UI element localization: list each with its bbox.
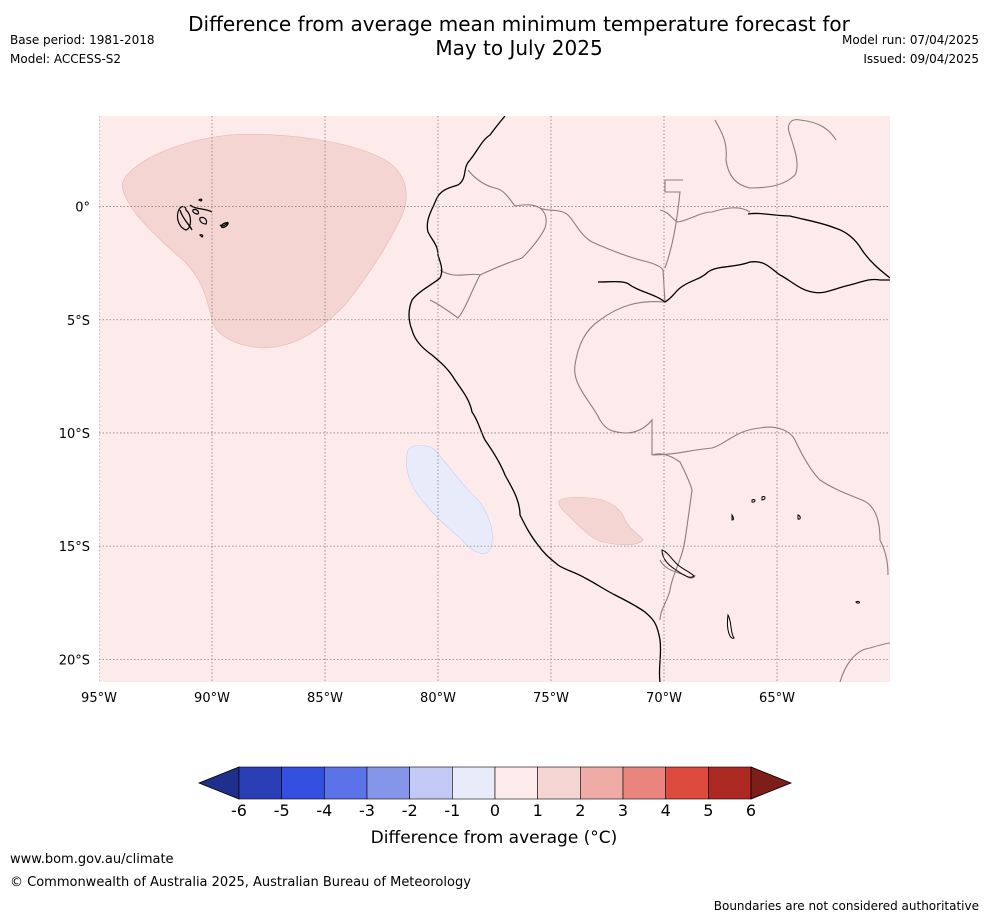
legend-tick-label: 6 — [746, 801, 756, 820]
copyright: © Commonwealth of Australia 2025, Austra… — [10, 875, 471, 890]
legend-tick-label: 0 — [490, 801, 500, 820]
base-period: Base period: 1981-2018 — [10, 33, 155, 47]
country-borders — [429, 119, 890, 682]
legend-tick-label: -2 — [402, 801, 418, 820]
latitude-tick-label: 5°S — [67, 314, 90, 329]
legend-tick-label: -5 — [274, 801, 290, 820]
longitude-tick-label: 75°W — [533, 691, 569, 706]
legend-cell-above-max — [750, 766, 793, 800]
legend-tick-label: -6 — [231, 801, 247, 820]
latitude-tick-label: 15°S — [59, 540, 90, 555]
legend-tick-label: 2 — [575, 801, 585, 820]
legend-cell-below-min — [197, 766, 240, 800]
longitude-tick-label: 85°W — [307, 691, 343, 706]
longitude-tick-label: 70°W — [646, 691, 682, 706]
legend-tick-label: -4 — [316, 801, 332, 820]
model-run: Model run: 07/04/2025 — [841, 33, 979, 47]
legend-cell — [238, 766, 282, 800]
title-line-2: May to July 2025 — [435, 36, 603, 60]
legend-cell — [494, 766, 538, 800]
legend-cell — [409, 766, 453, 800]
map-graticule — [99, 116, 890, 682]
legend-cell — [537, 766, 581, 800]
latitude-tick-label: 20°S — [59, 653, 90, 668]
legend-cell — [324, 766, 368, 800]
longitude-tick-label: 65°W — [759, 691, 795, 706]
model-name: Model: ACCESS-S2 — [10, 52, 122, 66]
latitude-labels: 0° 5°S 10°S 15°S 20°S — [59, 201, 90, 669]
lakes — [661, 496, 860, 639]
legend-tick-label: 3 — [618, 801, 628, 820]
legend-tick-label: -1 — [444, 801, 460, 820]
legend-tick-label: -3 — [359, 801, 375, 820]
map-title: Difference from average mean minimum tem… — [0, 12, 988, 60]
legend-cell — [281, 766, 325, 800]
longitude-tick-label: 95°W — [81, 691, 117, 706]
legend-label: Difference from average (°C) — [370, 828, 618, 848]
legend-tick-label: 5 — [703, 801, 713, 820]
boundary-disclaimer: Boundaries are not considered authoritat… — [713, 899, 979, 913]
legend-cell — [580, 766, 624, 800]
latitude-tick-label: 0° — [75, 201, 90, 216]
legend-cell — [366, 766, 410, 800]
legend-cell — [622, 766, 666, 800]
legend-tick-label: 1 — [533, 801, 543, 820]
legend-cell — [665, 766, 709, 800]
galapagos-islands — [176, 198, 229, 238]
longitude-tick-label: 80°W — [420, 691, 456, 706]
issued-date: Issued: 09/04/2025 — [863, 52, 979, 66]
legend-cell — [708, 766, 752, 800]
anomaly-area-southern-peru — [558, 496, 644, 546]
title-line-1: Difference from average mean minimum tem… — [188, 12, 850, 36]
legend-tick-label: 4 — [661, 801, 671, 820]
anomaly-area-galapagos — [121, 134, 407, 349]
latitude-tick-label: 10°S — [59, 427, 90, 442]
longitude-tick-label: 90°W — [194, 691, 230, 706]
anomaly-area-offshore-peru — [406, 445, 493, 554]
website-url: www.bom.gov.au/climate — [10, 852, 174, 867]
longitude-labels: 95°W 90°W 85°W 80°W 75°W 70°W 65°W — [81, 691, 795, 706]
legend-cell — [452, 766, 496, 800]
